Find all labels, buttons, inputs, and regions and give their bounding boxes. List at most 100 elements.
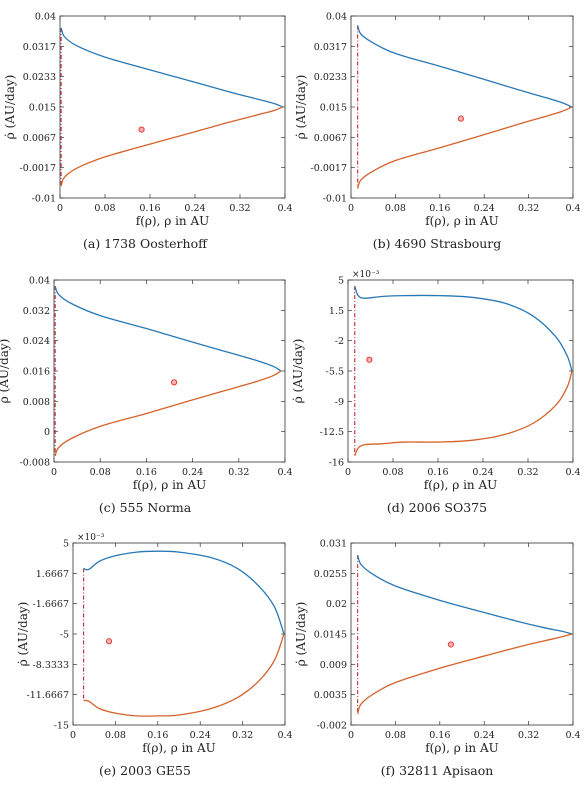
y-tick-label: 0.0067 <box>23 133 56 144</box>
y-axis-label: ρ̇ (AU/day) <box>0 339 11 404</box>
x-tick-label: 0.32 <box>518 203 539 214</box>
y-tick-label: 0.008 <box>23 397 50 408</box>
x-tick-label: 0.16 <box>427 467 448 478</box>
y-tick-label: -0.0017 <box>311 163 347 174</box>
y-tick-label: 0.04 <box>326 12 347 23</box>
y-tick-label: -5.5 <box>326 367 344 378</box>
chart-panel-6: 0 0.08 0.16 0.24 0.32 0.4 -0.002 0.0035 0.009 0.0… <box>294 539 581 779</box>
solution-point-marker <box>366 356 373 363</box>
x-axis-label: f(ρ), ρ in AU <box>425 741 499 755</box>
plot-frame <box>350 542 574 726</box>
y-tick-label: 0.0233 <box>23 72 56 83</box>
upper-curve <box>83 550 285 635</box>
panel-caption: (e) 2003 GE55 <box>99 763 191 778</box>
y-tick-label: 0.016 <box>23 367 50 378</box>
chart-panel-2: 0 0.08 0.16 0.24 0.32 0.4 -0.01 -0.0017 0.0067 0.… <box>294 12 581 252</box>
x-axis-label: f(ρ), ρ in AU <box>142 741 216 755</box>
plot-frame <box>72 542 286 726</box>
x-axis-label: f(ρ), ρ in AU <box>136 214 210 228</box>
y-tick-label: -11.6667 <box>27 690 70 701</box>
upper-curve <box>54 285 282 372</box>
y-tick-label: 0.0067 <box>314 133 347 144</box>
y-axis-label: ρ̇ (AU/day) <box>294 602 308 667</box>
x-axis-label: f(ρ), ρ in AU <box>425 214 499 228</box>
x-tick-label: 0 <box>57 203 63 214</box>
y-tick-label: 0.0233 <box>314 72 347 83</box>
panel-caption: (a) 1738 Oosterhoff <box>83 236 208 251</box>
y-tick-label: 5 <box>338 276 344 287</box>
chart-panel-1: 0 0.08 0.16 0.24 0.32 0.4 -0.01 -0.0017 0.0067 0.… <box>3 12 293 252</box>
x-tick-label: 0.08 <box>105 730 126 741</box>
plot-frame <box>59 15 286 199</box>
upper-curve <box>357 25 573 108</box>
upper-curve <box>354 285 573 372</box>
x-tick-label: 0.16 <box>136 467 157 478</box>
y-tick-label: 0.032 <box>23 306 50 317</box>
solution-point-marker <box>105 638 113 645</box>
solution-point-marker <box>171 379 178 386</box>
y-tick-label: 0.0145 <box>314 630 347 641</box>
x-tick-label: 0.24 <box>474 730 495 741</box>
y-exponent-label: ×10⁻³ <box>77 533 105 543</box>
y-tick-label: 0.04 <box>29 276 50 287</box>
x-tick-label: 0.4 <box>565 203 580 214</box>
y-tick-label: 0.024 <box>23 336 50 347</box>
x-tick-label: 0.4 <box>565 467 580 478</box>
x-axis-label: f(ρ), ρ in AU <box>133 478 207 492</box>
y-tick-label: 0.0255 <box>314 569 347 580</box>
y-tick-label: -0.01 <box>32 194 56 205</box>
x-tick-label: 0.4 <box>277 467 292 478</box>
solution-point-marker <box>457 115 464 122</box>
y-tick-label: 0.0317 <box>314 42 347 53</box>
panel-caption: (c) 555 Norma <box>99 500 192 515</box>
plot-frame <box>53 279 286 463</box>
x-tick-label: 0.16 <box>147 730 168 741</box>
y-tick-label: -2 <box>335 336 344 347</box>
y-tick-label: 0 <box>44 427 50 438</box>
plot-frame <box>347 279 574 463</box>
x-tick-label: 0 <box>51 467 57 478</box>
x-tick-label: 0.24 <box>184 203 205 214</box>
y-axis-label: ρ̇ (AU/day) <box>294 75 308 140</box>
lower-curve <box>354 370 573 457</box>
x-tick-label: 0.4 <box>277 730 292 741</box>
x-axis-label: f(ρ), ρ in AU <box>424 478 498 492</box>
x-tick-label: 0.16 <box>429 730 450 741</box>
x-tick-label: 0.08 <box>385 730 406 741</box>
solution-point-marker <box>447 641 454 648</box>
upper-curve <box>60 27 284 108</box>
upper-curve <box>357 554 573 635</box>
x-tick-label: 0 <box>345 467 351 478</box>
y-axis-label: ρ̇ (AU/day) <box>16 602 30 667</box>
chart-panel-5: 0 0.08 0.16 0.24 0.32 0.4 -15 -11.6667 -8.3333 -5… <box>16 533 293 778</box>
x-tick-label: 0.16 <box>139 203 160 214</box>
x-tick-label: 0.32 <box>229 203 250 214</box>
solution-point-marker <box>138 126 145 133</box>
x-tick-label: 0.24 <box>190 730 211 741</box>
x-tick-label: 0.08 <box>90 467 111 478</box>
lower-curve <box>60 106 284 187</box>
y-tick-label: 0.0035 <box>314 690 347 701</box>
x-tick-label: 0.08 <box>94 203 115 214</box>
x-tick-label: 0.08 <box>382 467 403 478</box>
x-tick-label: 0.16 <box>429 203 450 214</box>
lower-curve <box>83 633 285 717</box>
chart-panel-4: 0 0.08 0.16 0.24 0.32 0.4 -16 -12.5 -9 -5.5 -2 1.5 5… <box>291 270 581 515</box>
y-tick-label: 1.5 <box>329 306 344 317</box>
lower-curve <box>357 106 573 189</box>
x-tick-label: 0.32 <box>518 730 539 741</box>
panel-caption: (b) 4690 Strasbourg <box>373 236 502 251</box>
y-axis-label: ρ̇ (AU/day) <box>3 75 17 140</box>
x-tick-label: 0.24 <box>472 467 493 478</box>
x-tick-label: 0 <box>70 730 76 741</box>
y-tick-label: 0.009 <box>320 660 347 671</box>
y-tick-label: -12.5 <box>320 427 344 438</box>
y-tick-label: 0.031 <box>320 539 347 550</box>
y-axis-label: ρ̇ (AU/day) <box>291 339 305 404</box>
lower-curve <box>54 370 282 457</box>
y-tick-label: 5 <box>63 539 69 550</box>
x-tick-label: 0.24 <box>182 467 203 478</box>
x-tick-label: 0.24 <box>474 203 495 214</box>
x-tick-label: 0.32 <box>232 730 253 741</box>
